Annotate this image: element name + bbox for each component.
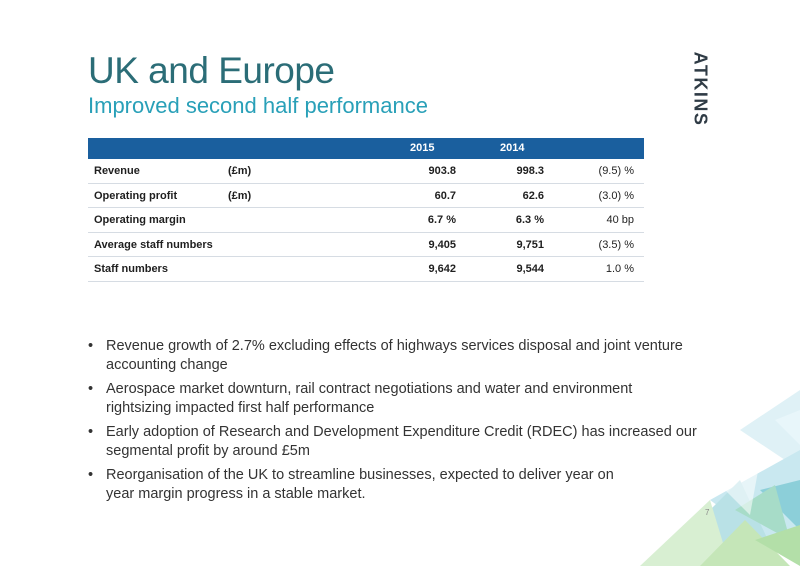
bullet-marker: • xyxy=(88,381,94,397)
slide-title: UK and Europe xyxy=(88,50,335,91)
row-unit: (£m) xyxy=(228,189,252,202)
financial-table: 2015 2014 Revenue (£m) 903.8 998.3 (9.5)… xyxy=(88,138,644,282)
logo-text: ATKINS xyxy=(690,51,711,127)
row-label: Revenue xyxy=(94,165,140,177)
row-unit: (£m) xyxy=(228,165,252,177)
slide-subtitle: Improved second half performance xyxy=(88,93,428,118)
row-change: 40 bp xyxy=(606,214,634,226)
decorative-triangles-graphic xyxy=(640,390,800,566)
bullet-marker: • xyxy=(88,467,94,483)
bullet-text-line: Early adoption of Research and Developme… xyxy=(106,424,697,440)
row-value-2014: 9,751 xyxy=(516,238,544,251)
row-value-2014: 62.6 xyxy=(522,189,544,202)
row-value-2014: 6.3 % xyxy=(515,214,544,226)
table-row: Operating profit (£m) 60.7 62.6 (3.0) % xyxy=(88,184,644,208)
row-value-2015: 9,642 xyxy=(428,263,456,275)
bullet-item: • Aerospace market downturn, rail contra… xyxy=(88,380,728,418)
bullet-list: • Revenue growth of 2.7% excluding effec… xyxy=(88,337,728,509)
bullet-marker: • xyxy=(88,338,94,354)
column-header-2014: 2014 xyxy=(500,142,525,154)
page-number: 7 xyxy=(705,508,710,517)
bullet-text-line: accounting change xyxy=(106,357,228,373)
row-value-2015: 6.7 % xyxy=(427,214,456,226)
row-label: Staff numbers xyxy=(94,263,168,275)
bullet-text-line: segmental profit by around £5m xyxy=(106,443,310,459)
bullet-text-line: Aerospace market downturn, rail contract… xyxy=(106,381,633,397)
bullet-item: • Revenue growth of 2.7% excluding effec… xyxy=(88,337,728,375)
atkins-logo: ATKINS xyxy=(682,47,718,131)
row-value-2015: 60.7 xyxy=(434,189,456,202)
bullet-text-line: rightsizing impacted first half performa… xyxy=(106,400,375,416)
bullet-marker: • xyxy=(88,424,94,440)
bullet-text-line: Reorganisation of the UK to streamline b… xyxy=(106,467,614,483)
column-header-2015: 2015 xyxy=(410,142,435,154)
row-label: Operating margin xyxy=(94,214,186,226)
row-label: Operating profit xyxy=(94,189,178,202)
row-change: (3.0) % xyxy=(598,189,634,202)
table-row: Operating margin 6.7 % 6.3 % 40 bp xyxy=(88,208,644,233)
row-value-2014: 998.3 xyxy=(516,165,544,177)
bullet-item: • Reorganisation of the UK to streamline… xyxy=(88,466,728,504)
table-row: Revenue (£m) 903.8 998.3 (9.5) % xyxy=(88,159,644,184)
row-change: (9.5) % xyxy=(598,165,634,177)
row-change: 1.0 % xyxy=(605,263,634,275)
row-change: (3.5) % xyxy=(598,238,634,251)
row-value-2014: 9,544 xyxy=(516,263,544,275)
table-row: Average staff numbers 9,405 9,751 (3.5) … xyxy=(88,233,644,257)
bullet-item: • Early adoption of Research and Develop… xyxy=(88,423,728,461)
row-label: Average staff numbers xyxy=(94,238,213,251)
table-header: 2015 2014 xyxy=(88,138,644,159)
table-row: Staff numbers 9,642 9,544 1.0 % xyxy=(88,257,644,282)
row-value-2015: 903.8 xyxy=(428,165,456,177)
bullet-text-line: year margin progress in a stable market. xyxy=(106,486,366,502)
row-value-2015: 9,405 xyxy=(428,238,456,251)
bullet-text-line: Revenue growth of 2.7% excluding effects… xyxy=(106,338,683,354)
